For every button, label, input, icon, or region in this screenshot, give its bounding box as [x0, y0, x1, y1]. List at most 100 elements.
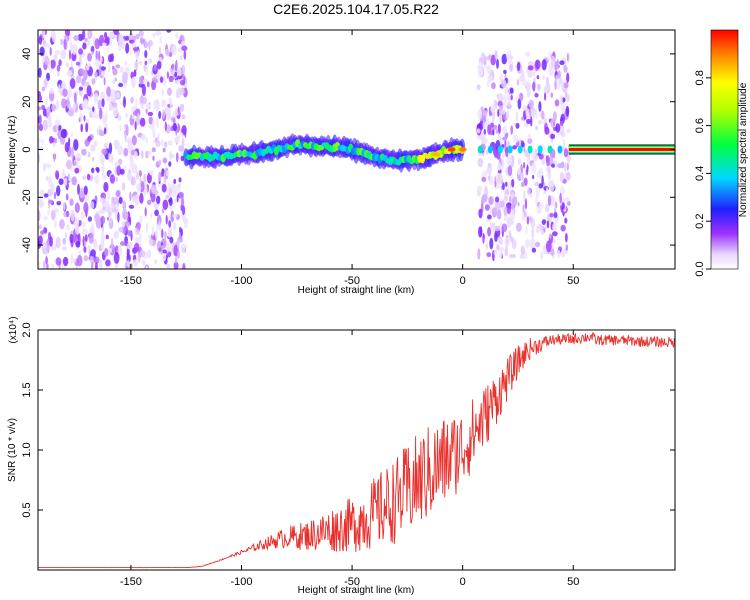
noise-blob — [561, 202, 565, 210]
noise-blob — [183, 50, 187, 60]
noise-blob — [534, 241, 541, 248]
noise-blob — [63, 211, 67, 218]
noise-blob — [546, 220, 550, 229]
noise-blob — [148, 124, 154, 130]
noise-blob — [542, 75, 545, 80]
noise-blob — [128, 204, 135, 209]
noise-blob — [152, 119, 155, 127]
noise-blob — [506, 50, 512, 62]
noise-blob — [62, 256, 69, 267]
noise-blob — [93, 113, 99, 120]
colorbar-tick-label: 0.2 — [694, 214, 706, 229]
spectrogram-ylabel: Frequency (Hz) — [7, 116, 18, 185]
noise-blob — [150, 212, 153, 219]
noise-blob — [123, 96, 126, 108]
noise-blob — [86, 64, 90, 71]
noise-blob — [148, 42, 151, 50]
noise-blob — [179, 226, 182, 233]
noise-blob — [106, 95, 110, 101]
noise-blob — [138, 232, 142, 243]
noise-blob — [501, 79, 507, 89]
noise-blob — [172, 200, 175, 208]
noise-blob — [541, 110, 545, 120]
noise-blob — [48, 199, 54, 204]
spectrogram-xlabel: Height of straight line (km) — [298, 285, 415, 296]
noise-blob — [136, 183, 142, 193]
noise-blob — [174, 256, 178, 264]
noise-blob — [90, 201, 95, 210]
noise-blob — [151, 147, 156, 153]
noise-blob — [61, 98, 67, 109]
noise-blob — [540, 230, 545, 235]
noise-blob — [505, 146, 509, 158]
noise-blob — [565, 244, 568, 251]
noise-blob — [491, 82, 496, 90]
noise-blob — [131, 114, 135, 120]
noise-blob — [90, 45, 95, 54]
noise-blob — [93, 92, 99, 104]
noise-blob — [520, 172, 525, 180]
noise-blob — [566, 162, 569, 171]
noise-blob — [91, 156, 95, 162]
noise-blob — [562, 138, 566, 148]
noise-blob — [42, 40, 47, 45]
noise-blob — [115, 91, 121, 99]
ridge-peak — [447, 147, 456, 152]
noise-blob — [489, 237, 494, 250]
noise-blob — [46, 106, 51, 117]
noise-blob — [532, 174, 535, 180]
noise-blob — [523, 162, 526, 169]
noise-blob — [498, 250, 503, 259]
snr-ytick-label: 1.5 — [21, 382, 33, 397]
noise-blob — [56, 71, 60, 77]
noise-blob — [485, 149, 489, 155]
noise-blob — [98, 107, 103, 120]
snr-xtick-label: -50 — [344, 576, 360, 588]
noise-blob — [38, 94, 43, 103]
noise-blob — [79, 187, 85, 199]
noise-blob — [126, 124, 129, 136]
noise-blob — [525, 168, 529, 176]
noise-blob — [175, 59, 178, 72]
noise-blob — [566, 94, 570, 103]
noise-blob — [181, 125, 187, 136]
noise-blob — [523, 211, 527, 217]
noise-blob — [103, 77, 106, 86]
noise-blob — [513, 196, 517, 201]
noise-blob — [58, 59, 62, 67]
noise-blob — [134, 121, 137, 131]
noise-blob — [510, 236, 514, 243]
noise-blob — [92, 106, 95, 112]
noise-blob — [113, 230, 119, 239]
noise-blob — [84, 196, 88, 202]
noise-blob — [45, 256, 48, 265]
noise-blob — [135, 171, 140, 181]
noise-blob — [550, 55, 556, 67]
noise-blob — [118, 44, 122, 52]
noise-blob — [85, 122, 89, 133]
noise-blob — [527, 70, 533, 78]
snr-series-line — [38, 332, 675, 569]
noise-blob — [164, 121, 167, 132]
noise-blob — [537, 119, 543, 125]
noise-blob — [145, 103, 151, 109]
noise-blob — [109, 247, 112, 254]
noise-blob — [160, 139, 165, 147]
noise-blob — [164, 48, 170, 57]
noise-blob — [138, 60, 143, 65]
noise-blob — [535, 195, 538, 207]
noise-blob — [115, 64, 121, 69]
spectrogram-ytick-label: 0 — [21, 146, 33, 152]
noise-blob — [107, 188, 111, 201]
noise-blob — [541, 175, 544, 187]
noise-blob — [164, 231, 167, 239]
noise-blob — [112, 208, 118, 213]
noise-blob — [63, 38, 67, 50]
noise-blob — [523, 190, 526, 202]
noise-blob — [105, 259, 111, 267]
noise-blob — [176, 238, 180, 249]
noise-blob — [91, 51, 94, 56]
snr-ticks: -150 -100 -50 0 50 0.5 1.0 1.5 2.0 — [21, 322, 675, 588]
noise-blob — [152, 103, 157, 109]
noise-blob — [55, 170, 60, 180]
